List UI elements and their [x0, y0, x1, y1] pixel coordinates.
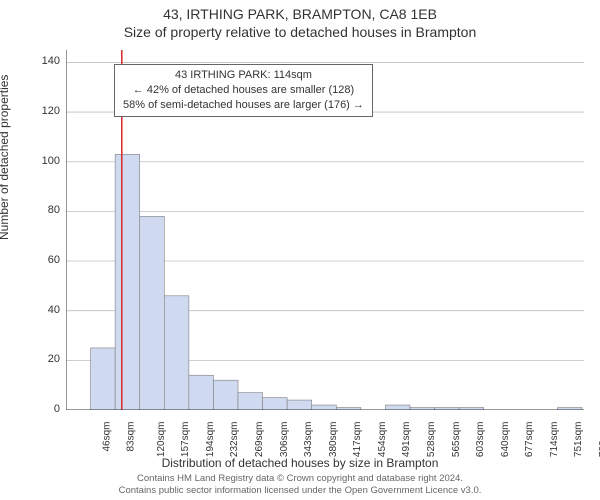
x-tick-label: 120sqm: [156, 422, 167, 458]
y-axis-label: Number of detached properties: [0, 75, 11, 240]
x-axis-label: Distribution of detached houses by size …: [0, 456, 600, 470]
title-line-1: 43, IRTHING PARK, BRAMPTON, CA8 1EB: [0, 6, 600, 22]
x-tick-label: 491sqm: [402, 422, 413, 458]
credit-line-2: Contains public sector information licen…: [0, 485, 600, 496]
y-tick-label: 40: [30, 304, 60, 316]
x-tick-label: 751sqm: [574, 422, 585, 458]
title-line-2: Size of property relative to detached ho…: [0, 24, 600, 40]
chart-container: 43, IRTHING PARK, BRAMPTON, CA8 1EB Size…: [0, 0, 600, 500]
x-tick-label: 714sqm: [549, 422, 560, 458]
x-tick-label: 83sqm: [126, 422, 137, 452]
x-tick-label: 603sqm: [475, 422, 486, 458]
annotation-line-2: ← 42% of detached houses are smaller (12…: [123, 83, 364, 98]
y-tick-label: 0: [30, 403, 60, 415]
annotation-line-3: 58% of semi-detached houses are larger (…: [123, 98, 364, 113]
y-tick-label: 120: [30, 105, 60, 117]
x-tick-label: 454sqm: [377, 422, 388, 458]
x-tick-label: 528sqm: [426, 422, 437, 458]
x-tick-label: 306sqm: [279, 422, 290, 458]
y-tick-label: 20: [30, 353, 60, 365]
annotation-line-1: 43 IRTHING PARK: 114sqm: [123, 68, 364, 83]
x-tick-label: 232sqm: [230, 422, 241, 458]
y-tick-label: 80: [30, 204, 60, 216]
x-tick-label: 46sqm: [101, 422, 112, 452]
x-tick-label: 380sqm: [328, 422, 339, 458]
x-tick-label: 417sqm: [352, 422, 363, 458]
x-tick-label: 343sqm: [303, 422, 314, 458]
y-tick-label: 60: [30, 254, 60, 266]
x-tick-label: 565sqm: [451, 422, 462, 458]
credit-line-1: Contains HM Land Registry data © Crown c…: [0, 473, 600, 484]
annotation-box: 43 IRTHING PARK: 114sqm ← 42% of detache…: [114, 64, 373, 117]
x-tick-label: 269sqm: [254, 422, 265, 458]
y-tick-label: 100: [30, 155, 60, 167]
y-tick-label: 140: [30, 55, 60, 67]
credit-text: Contains HM Land Registry data © Crown c…: [0, 473, 600, 496]
x-tick-label: 640sqm: [500, 422, 511, 458]
x-tick-label: 194sqm: [205, 422, 216, 458]
x-tick-label: 677sqm: [524, 422, 535, 458]
x-tick-label: 157sqm: [180, 422, 191, 458]
